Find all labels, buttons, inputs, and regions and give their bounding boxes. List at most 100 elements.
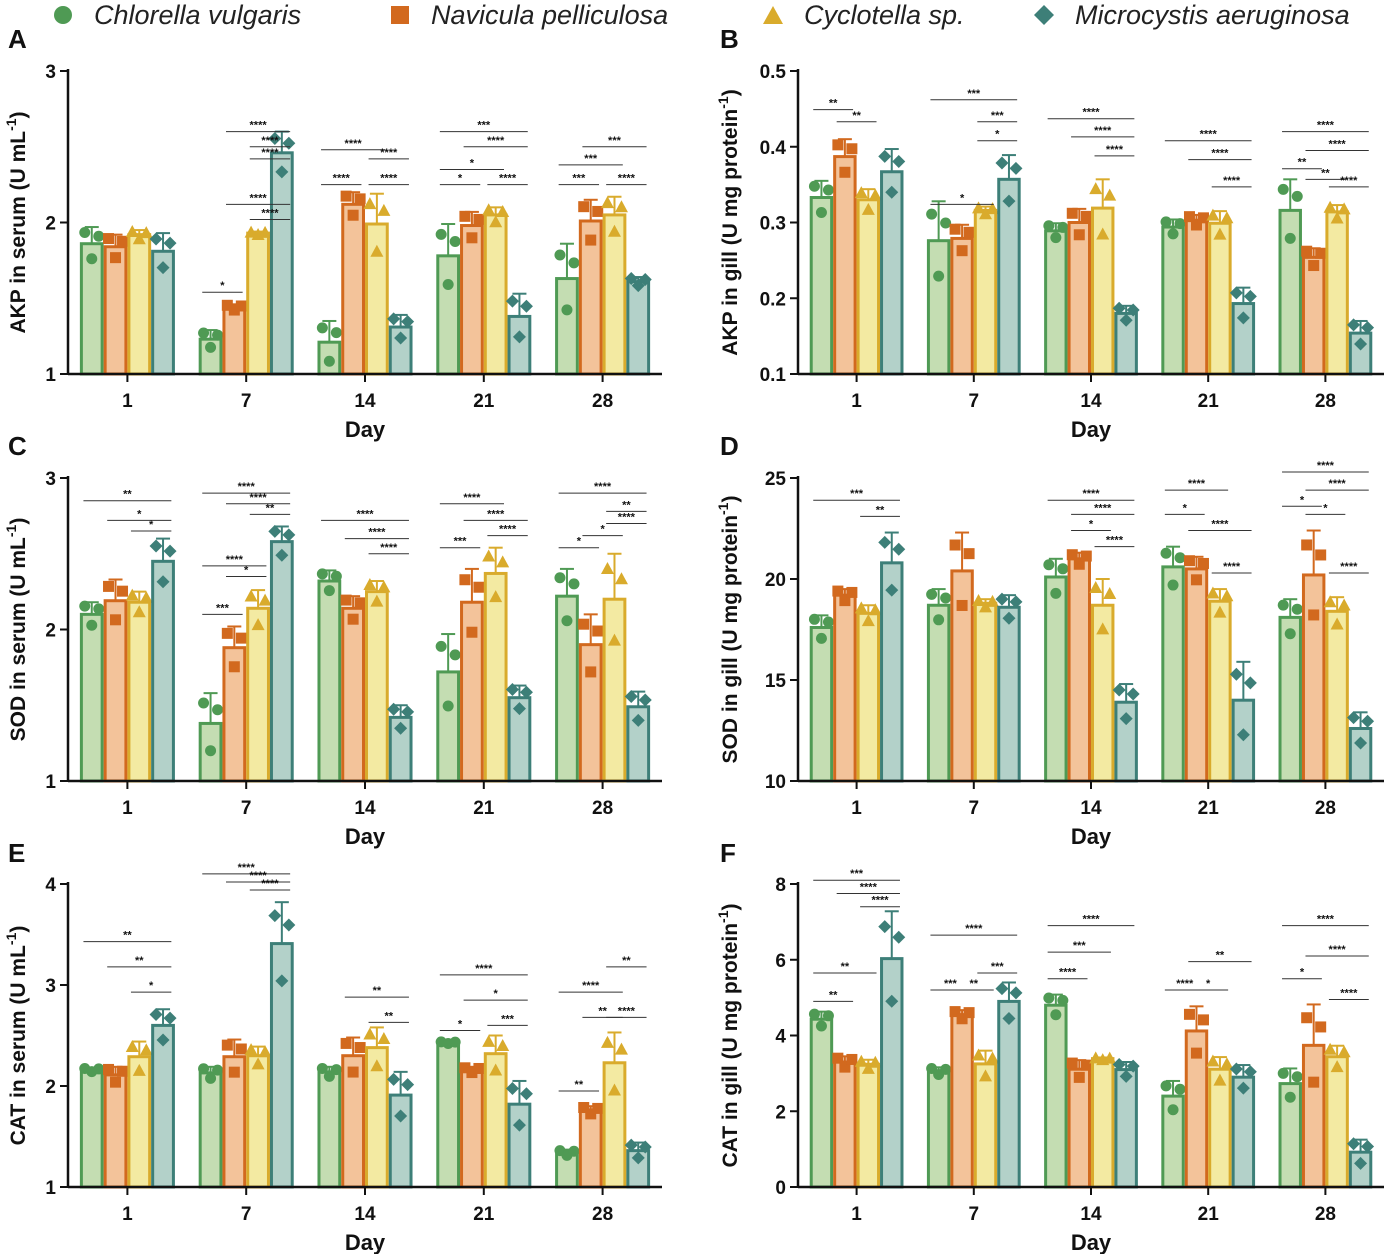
data-point [979, 1069, 993, 1082]
x-tick-label: 28 [592, 1204, 613, 1225]
bar [1161, 565, 1185, 783]
y-tick-label: 2 [45, 621, 56, 642]
data-point [808, 1008, 820, 1020]
bar [246, 231, 270, 376]
bar [926, 1069, 951, 1189]
data-point [1330, 1060, 1344, 1073]
significance-label: * [995, 129, 1000, 141]
data-point [370, 244, 384, 257]
bar [950, 236, 974, 376]
data-point [473, 581, 485, 593]
x-tick-label: 14 [354, 1204, 376, 1225]
data-point [1315, 247, 1327, 259]
significance-label: ** [622, 499, 631, 511]
x-tick-label: 7 [241, 391, 252, 412]
data-point [363, 197, 377, 210]
data-point [212, 704, 224, 716]
data-point [624, 272, 638, 286]
data-point [459, 574, 471, 586]
data-point [979, 207, 993, 220]
significance-label: **** [1106, 535, 1124, 547]
x-tick-label: 28 [1315, 1204, 1336, 1225]
data-point [117, 1065, 129, 1077]
data-point [1167, 579, 1179, 591]
significance-label: **** [499, 524, 517, 536]
bar [1161, 225, 1185, 376]
data-point [1057, 221, 1069, 233]
data-point [1308, 1076, 1320, 1088]
bar [1208, 221, 1232, 376]
data-point [251, 1057, 265, 1070]
data-point [878, 920, 892, 934]
data-point [228, 1066, 240, 1078]
data-point [963, 548, 975, 560]
data-point [815, 1020, 827, 1032]
data-point [103, 1063, 115, 1075]
data-point [149, 232, 163, 246]
data-point [1174, 1083, 1186, 1095]
data-point [1043, 559, 1055, 571]
significance-label: * [149, 519, 154, 531]
data-point [401, 315, 415, 329]
data-point [330, 1064, 342, 1076]
bar [833, 1060, 857, 1189]
x-axis-label: Day [345, 824, 386, 849]
data-point [512, 1118, 526, 1132]
significance-label: * [458, 1018, 463, 1030]
data-point [1308, 609, 1320, 621]
data-point [892, 930, 906, 944]
data-point [1361, 714, 1375, 728]
data-point [885, 583, 899, 597]
legend: Chlorella vulgaris Navicula pelliculosa … [0, 0, 1392, 30]
significance-label: **** [965, 923, 983, 935]
data-point [244, 225, 258, 238]
significance-label: **** [238, 862, 256, 874]
data-point [1183, 211, 1195, 223]
data-point [354, 193, 366, 205]
y-tick-label: 0.1 [760, 365, 787, 386]
y-axis-label: CAT in gill (U mg protein-1) [715, 903, 742, 1167]
bar [317, 1070, 342, 1189]
data-point [235, 300, 247, 312]
panel-letter: E [8, 838, 25, 868]
data-point [1236, 728, 1250, 742]
data-point [1229, 667, 1243, 681]
significance-label: **** [250, 120, 268, 132]
bar [578, 1108, 603, 1189]
data-point [1354, 736, 1368, 750]
significance-label: **** [463, 492, 481, 504]
data-point [275, 165, 289, 179]
data-point [1119, 313, 1133, 327]
data-point [163, 1011, 177, 1025]
y-tick-label: 1 [45, 365, 56, 386]
bar [151, 559, 175, 783]
legend-item-chlorella: Chlorella vulgaris [52, 0, 301, 30]
y-tick-label: 0.3 [760, 214, 786, 235]
data-point [125, 1039, 139, 1052]
data-point [205, 1072, 217, 1084]
data-point [995, 592, 1009, 606]
x-tick-label: 1 [851, 391, 862, 412]
data-point [1043, 992, 1055, 1004]
data-point [282, 528, 296, 542]
data-point [592, 1102, 604, 1114]
data-point [1291, 190, 1303, 202]
data-point [972, 594, 986, 607]
bar [103, 1073, 128, 1189]
data-point [1183, 555, 1195, 567]
significance-label: **** [380, 173, 398, 185]
significance-label: **** [1176, 978, 1194, 990]
data-point [1284, 628, 1296, 640]
y-tick-label: 2 [45, 214, 56, 235]
data-point [808, 613, 820, 625]
significance-label: ** [829, 989, 838, 1001]
data-point [268, 131, 282, 145]
data-point [354, 597, 366, 609]
data-point [519, 685, 533, 699]
data-point [347, 613, 359, 625]
data-point [401, 1078, 415, 1092]
data-point [995, 156, 1009, 170]
significance-label: **** [1211, 148, 1229, 160]
data-point [347, 1066, 359, 1078]
data-point [1197, 1014, 1209, 1026]
